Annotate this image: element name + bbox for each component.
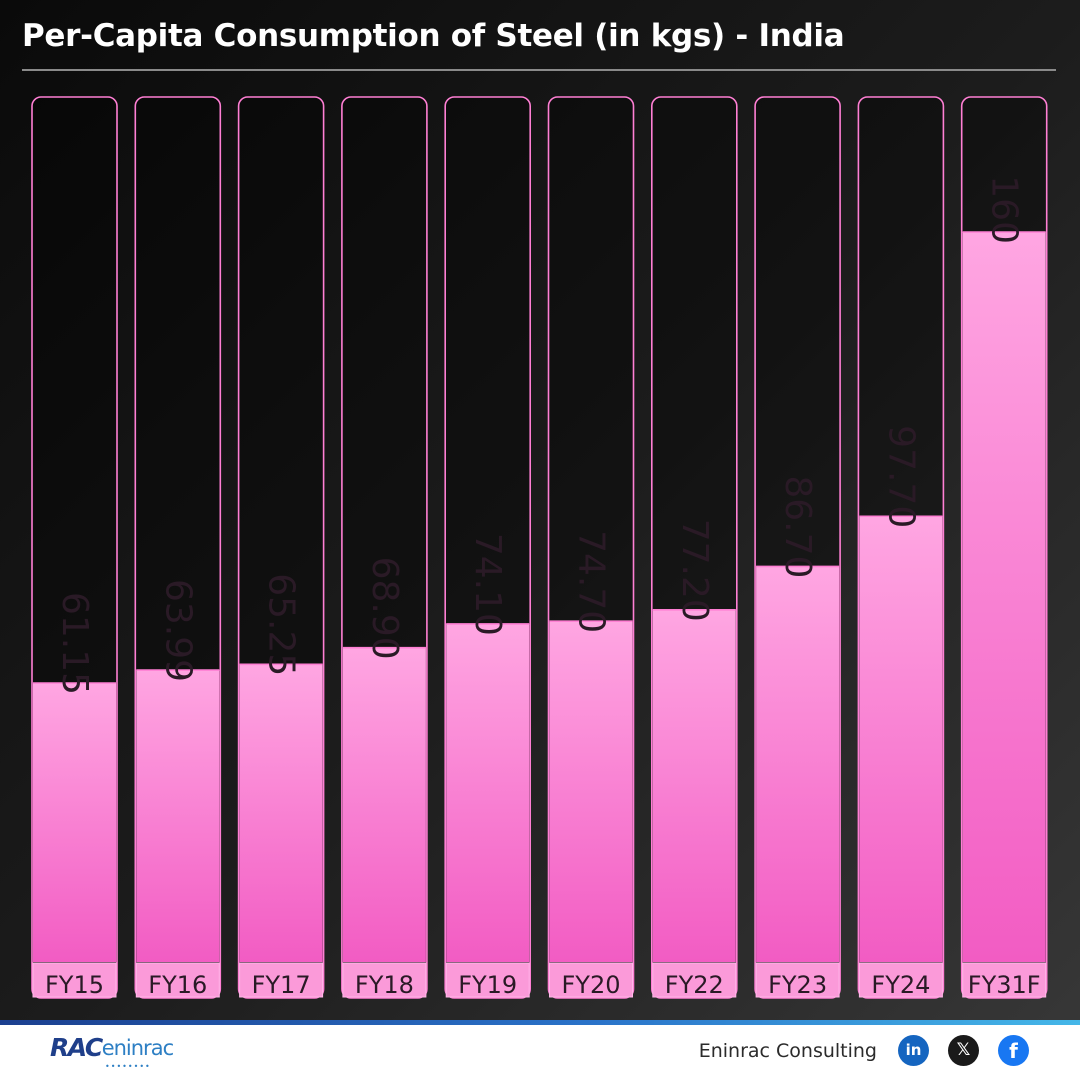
page-title: Per-Capita Consumption of Steel (in kgs)… xyxy=(22,18,845,54)
category-label-fy17: FY17 xyxy=(252,971,311,999)
category-label-box-fy20 xyxy=(549,962,633,998)
bar-chart: FY15 61.15 FY16 63.99 FY17 65.25 FY18 68.90 FY19… xyxy=(31,96,1048,999)
footer-stripe xyxy=(0,1020,1080,1025)
value-label-fy20: 74.70 xyxy=(571,530,612,633)
category-label-fy16: FY16 xyxy=(148,971,207,999)
x-glyph: 𝕏 xyxy=(956,1040,971,1060)
bar-fy20 xyxy=(549,621,633,962)
title-divider xyxy=(22,69,1056,71)
bar-fy19 xyxy=(446,623,530,962)
category-label-fy24: FY24 xyxy=(871,971,930,999)
bar-fy15 xyxy=(33,683,116,962)
category-label-box-fy17 xyxy=(239,962,324,998)
category-label-box-fy31f xyxy=(962,962,1047,998)
category-label-fy20: FY20 xyxy=(561,971,620,999)
linkedin-icon[interactable]: in xyxy=(898,1035,929,1066)
value-label-fy22: 77.20 xyxy=(674,519,715,622)
logo-mark: RAC xyxy=(50,1033,103,1062)
bar-fy23 xyxy=(756,566,840,962)
company-name: Eninrac Consulting xyxy=(698,1040,877,1062)
value-label-fy18: 68.90 xyxy=(364,557,405,660)
value-label-fy19: 74.10 xyxy=(467,533,508,636)
eninrac-logo[interactable]: RAC eninrac •••••••• xyxy=(50,1033,174,1071)
bar-fy31f xyxy=(962,232,1046,962)
logo-word: eninrac xyxy=(101,1036,174,1060)
category-label-fy22: FY22 xyxy=(665,971,724,999)
value-label-fy23: 86.70 xyxy=(777,475,818,578)
value-label-fy15: 61.15 xyxy=(54,592,95,695)
value-label-fy16: 63.99 xyxy=(157,579,198,682)
category-label-box-fy22 xyxy=(652,962,737,998)
category-label-fy15: FY15 xyxy=(45,971,104,999)
bar-fy17 xyxy=(239,664,323,962)
value-label-fy24: 97.70 xyxy=(880,425,921,528)
category-label-box-fy15 xyxy=(32,962,117,998)
footer: RAC eninrac •••••••• Eninrac Consulting … xyxy=(0,1020,1080,1080)
category-label-fy19: FY19 xyxy=(458,971,517,999)
category-label-fy18: FY18 xyxy=(355,971,414,999)
category-label-box-fy23 xyxy=(755,962,840,998)
category-label-box-fy24 xyxy=(858,962,943,998)
x-icon[interactable]: 𝕏 xyxy=(948,1035,979,1066)
linkedin-glyph: in xyxy=(905,1041,922,1059)
facebook-glyph: f xyxy=(1009,1038,1018,1063)
category-label-box-fy19 xyxy=(445,962,530,998)
logo-dots: •••••••• xyxy=(105,1062,151,1071)
value-label-fy17: 65.25 xyxy=(261,573,302,676)
value-label-fy31f: 160 xyxy=(984,175,1025,244)
bar-fy18 xyxy=(342,647,426,962)
category-label-box-fy16 xyxy=(135,962,220,998)
facebook-icon[interactable]: f xyxy=(998,1035,1029,1066)
bar-fy22 xyxy=(652,609,736,962)
bar-fy16 xyxy=(136,670,220,962)
category-label-box-fy18 xyxy=(342,962,427,998)
category-label-fy23: FY23 xyxy=(768,971,827,999)
category-label-fy31f: FY31F xyxy=(968,971,1041,999)
bar-fy24 xyxy=(859,516,943,962)
